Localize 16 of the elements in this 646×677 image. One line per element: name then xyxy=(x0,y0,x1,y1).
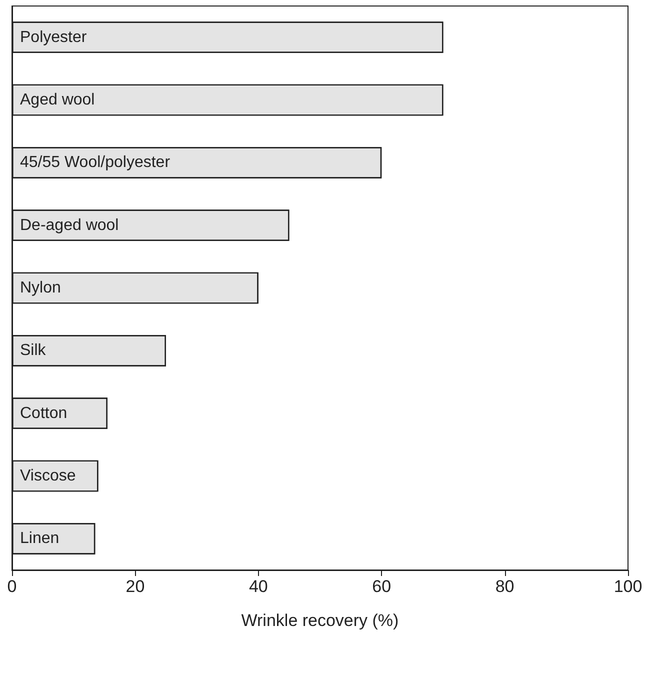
y-tick-label: 45/55 Wool/polyester xyxy=(20,154,171,172)
y-tick-label: Polyester xyxy=(20,28,88,46)
x-tick-label: 40 xyxy=(248,577,268,596)
y-tick-label: Nylon xyxy=(20,280,61,296)
y-tick-label: De-aged wool xyxy=(20,216,119,234)
y-tick-label: Aged wool xyxy=(20,92,95,108)
y-tick-label: Viscose xyxy=(20,468,76,484)
x-tick-label: 0 xyxy=(7,577,17,596)
x-axis-title: Wrinkle recovery (%) xyxy=(241,611,399,630)
x-tick-label: 20 xyxy=(126,577,145,596)
y-tick-label: Cotton xyxy=(20,404,68,422)
y-tick-label: Linen xyxy=(20,530,60,548)
y-tick-label: Silk xyxy=(20,342,47,360)
x-tick-label: 60 xyxy=(372,577,392,596)
x-tick-label: 80 xyxy=(495,577,514,596)
x-tick-label: 100 xyxy=(614,577,642,596)
